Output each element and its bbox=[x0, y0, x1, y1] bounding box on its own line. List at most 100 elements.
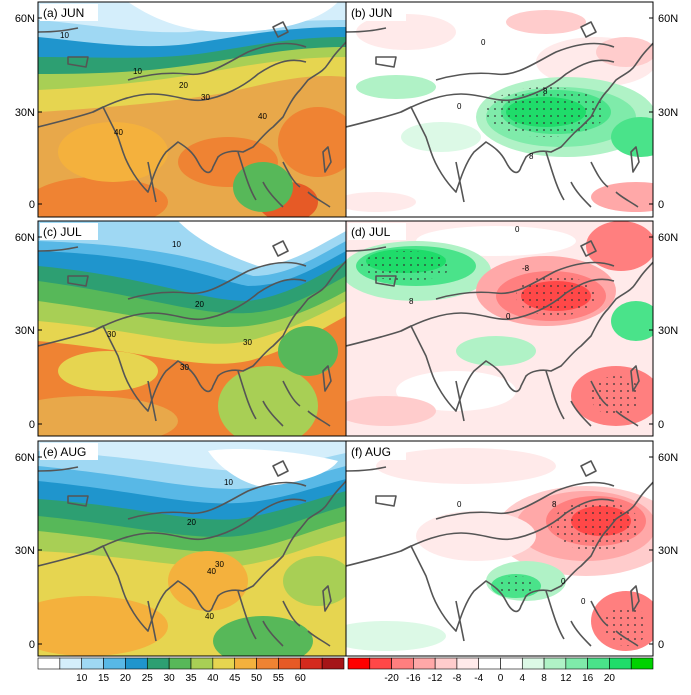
lat-label: 60N bbox=[15, 232, 35, 244]
colorbar-right-swatch bbox=[478, 657, 501, 670]
colorbar-right-tick-label: 12 bbox=[560, 673, 572, 684]
contour-label: 20 bbox=[195, 300, 204, 309]
colorbar-right-swatch bbox=[434, 657, 458, 670]
contour-label: 0 bbox=[481, 38, 486, 47]
contour-label: 0 bbox=[581, 597, 586, 606]
colorbar-left-tick-label: 10 bbox=[76, 673, 88, 684]
lat-label: 0 bbox=[29, 199, 35, 211]
colorbar-right-tick-label: -20 bbox=[384, 673, 399, 684]
colorbar-left-tick-label: 15 bbox=[98, 673, 110, 684]
colorbar-right-swatch bbox=[565, 657, 588, 670]
colorbar-left-swatch bbox=[103, 657, 126, 670]
colorbar-right-tick-label: 16 bbox=[582, 673, 594, 684]
lat-label: 30N bbox=[658, 325, 678, 337]
colorbar-left-swatch bbox=[190, 657, 214, 670]
contour-label: 20 bbox=[179, 81, 188, 90]
lat-label: 30N bbox=[15, 325, 35, 337]
colorbar-left-tick-label: 20 bbox=[120, 673, 132, 684]
colorbar-left-swatch bbox=[321, 657, 345, 670]
colorbar-right-tick-label: 8 bbox=[541, 673, 547, 684]
colorbar-right-tick-label: -4 bbox=[474, 673, 483, 684]
lat-label: 30N bbox=[658, 107, 678, 119]
panel-label: (b) JUN bbox=[351, 6, 392, 20]
contour-label: 0 bbox=[515, 225, 520, 234]
colorbar-left-swatch bbox=[234, 657, 257, 670]
contour-label: 0 bbox=[457, 500, 462, 509]
lat-label: 30N bbox=[15, 107, 35, 119]
panel-b: 0 0 8 8 (b) JUN bbox=[345, 1, 654, 218]
colorbar-left-tick-label: 60 bbox=[295, 673, 307, 684]
panel-d: 0 -8 8 0 (d) JUL bbox=[345, 220, 654, 437]
colorbar-right-swatch bbox=[413, 657, 436, 670]
contour-label: 20 bbox=[187, 518, 196, 527]
lat-label: 0 bbox=[29, 639, 35, 651]
lat-label: 60N bbox=[658, 13, 678, 25]
colorbar-left-swatch bbox=[59, 657, 83, 670]
colorbar-left-tick-label: 25 bbox=[142, 673, 154, 684]
contour-label: 10 bbox=[172, 240, 181, 249]
lat-label: 0 bbox=[658, 199, 664, 211]
panel-f: 0 8 0 0 (f) AUG bbox=[345, 440, 654, 657]
contour-label: 40 bbox=[258, 112, 267, 121]
colorbar-right-swatch bbox=[456, 657, 480, 670]
colorbar-right-swatch bbox=[543, 657, 567, 670]
contour-label: 30 bbox=[215, 560, 224, 569]
colorbar-right-tick-label: 20 bbox=[604, 673, 616, 684]
contour-label: 10 bbox=[60, 31, 69, 40]
colorbar-left-tick-label: 40 bbox=[207, 673, 219, 684]
colorbar-left-swatch bbox=[125, 657, 148, 670]
panel-label: (a) JUN bbox=[43, 6, 84, 20]
lat-label: 0 bbox=[29, 419, 35, 431]
colorbar-left-swatch bbox=[299, 657, 323, 670]
panel-a: 10 10 20 30 40 40 (a) JUN bbox=[37, 1, 347, 218]
right-latitude-axis: 60N 30N 0 60N 30N 0 60N 30N 0 bbox=[658, 13, 678, 651]
lat-label: 60N bbox=[658, 232, 678, 244]
lat-label: 0 bbox=[658, 419, 664, 431]
contour-label: 30 bbox=[243, 338, 252, 347]
panel-c: 10 20 30 30 30 (c) JUL bbox=[37, 220, 347, 437]
colorbar-right-swatch bbox=[587, 657, 610, 670]
colorbar-right-swatch bbox=[369, 657, 392, 670]
colorbar-right: -20 -16 -12 -8 -4 0 4 8 12 16 20 bbox=[347, 657, 654, 684]
colorbar-right-swatch bbox=[609, 657, 632, 670]
colorbar-right-swatch bbox=[630, 657, 654, 670]
colorbar-left-swatch bbox=[212, 657, 236, 670]
contour-label: 8 bbox=[543, 87, 548, 96]
colorbar-right-tick-label: -12 bbox=[428, 673, 443, 684]
left-latitude-axis: 60N 30N 0 60N 30N 0 60N 30N 0 bbox=[15, 13, 35, 651]
colorbar-right-swatch bbox=[500, 657, 523, 670]
panel-label: (e) AUG bbox=[43, 445, 86, 459]
contour-label: 0 bbox=[506, 312, 511, 321]
colorbar-left: 10 15 20 25 30 35 40 45 50 55 60 bbox=[37, 657, 345, 684]
colorbar-left-swatch bbox=[37, 657, 61, 670]
colorbar-right-tick-label: 4 bbox=[520, 673, 526, 684]
lat-label: 0 bbox=[658, 639, 664, 651]
contour-label: 30 bbox=[107, 330, 116, 339]
contour-label: 0 bbox=[457, 102, 462, 111]
axis-ticks bbox=[38, 17, 653, 645]
panel-e: 10 20 30 40 40 (e) AUG bbox=[37, 440, 347, 657]
colorbar-right-tick-label: -16 bbox=[406, 673, 421, 684]
colorbar-left-tick-label: 35 bbox=[185, 673, 197, 684]
panel-label: (c) JUL bbox=[43, 225, 82, 239]
panel-label: (f) AUG bbox=[351, 445, 391, 459]
contour-label: 40 bbox=[205, 612, 214, 621]
colorbar-left-tick-label: 50 bbox=[251, 673, 263, 684]
lat-label: 60N bbox=[15, 452, 35, 464]
colorbar-left-swatch bbox=[81, 657, 104, 670]
contour-label: 0 bbox=[561, 577, 566, 586]
panel-label: (d) JUL bbox=[351, 225, 391, 239]
contour-label: 30 bbox=[201, 93, 210, 102]
contour-label: 8 bbox=[552, 500, 557, 509]
contour-label: 8 bbox=[409, 297, 414, 306]
colorbar-right-tick-label: -8 bbox=[452, 673, 461, 684]
contour-label: 40 bbox=[207, 567, 216, 576]
lat-label: 60N bbox=[658, 452, 678, 464]
colorbar-left-swatch bbox=[278, 657, 301, 670]
colorbar-left-tick-label: 30 bbox=[164, 673, 176, 684]
colorbar-left-swatch bbox=[146, 657, 170, 670]
colorbar-right-swatch bbox=[521, 657, 545, 670]
colorbar-left-swatch bbox=[168, 657, 192, 670]
colorbar-left-tick-label: 55 bbox=[273, 673, 285, 684]
contour-label: 8 bbox=[529, 152, 534, 161]
